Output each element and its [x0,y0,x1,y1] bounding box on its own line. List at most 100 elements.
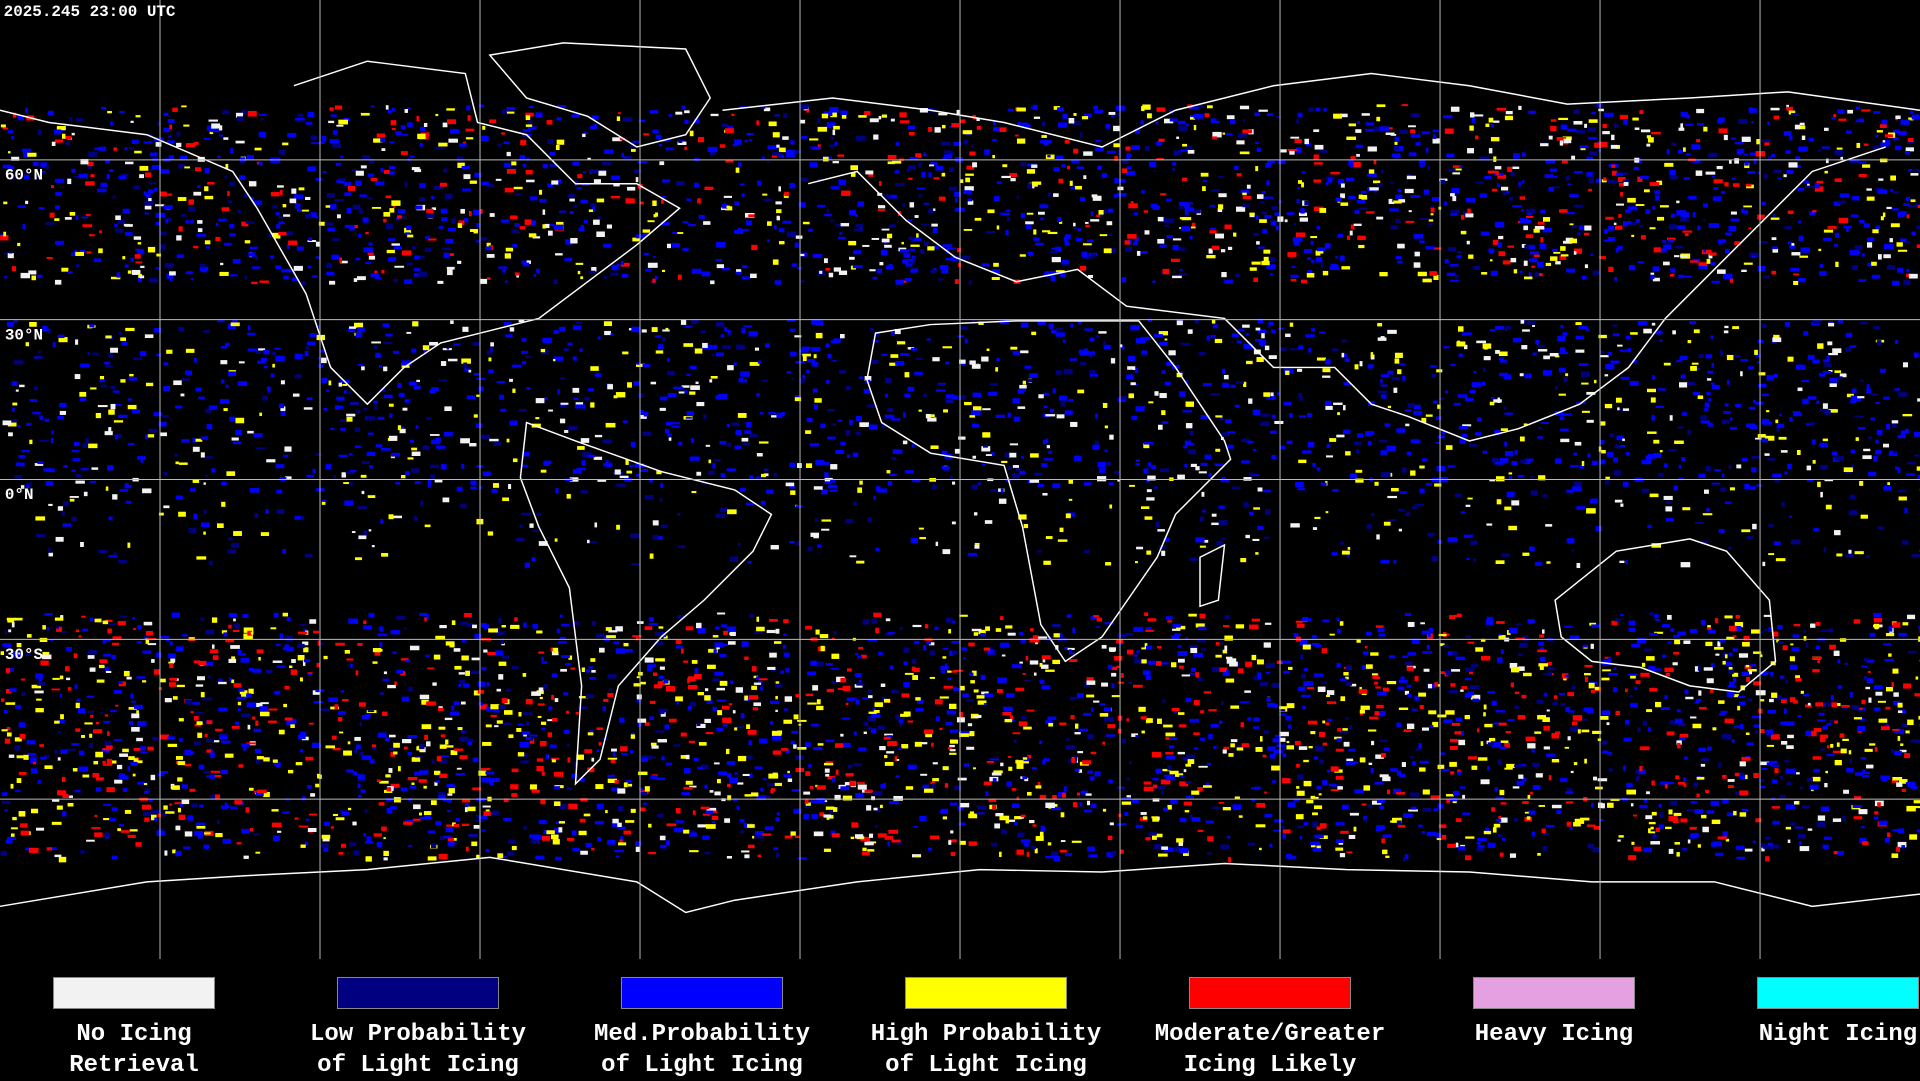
icing-pixel [1705,790,1709,793]
icing-pixel [270,255,274,258]
icing-pixel [44,329,49,331]
icing-pixel [1332,552,1338,555]
icing-pixel [803,222,810,224]
icing-pixel [522,338,527,341]
icing-pixel [283,276,288,280]
icing-pixel [1142,104,1150,109]
icing-pixel [1029,373,1038,378]
icing-pixel [982,408,990,410]
icing-pixel [1143,468,1148,473]
icing-pixel [1892,281,1899,286]
icing-pixel [480,279,487,284]
icing-pixel [381,553,388,557]
icing-pixel [233,259,241,264]
icing-pixel [1714,179,1723,183]
icing-pixel [381,448,391,451]
icing-pixel [1626,452,1629,456]
icing-pixel [1188,150,1195,154]
icing-pixel [416,425,419,428]
icing-pixel [796,505,803,507]
icing-pixel [783,221,792,224]
icing-pixel [1415,252,1420,257]
icing-pixel [1083,243,1092,245]
icing-pixel [1008,467,1013,471]
icing-pixel [504,723,512,726]
icing-pixel [972,456,976,459]
icing-pixel [1742,137,1751,142]
icing-pixel [361,366,365,370]
icing-pixel [4,276,7,278]
icing-pixel [383,212,390,217]
icing-pixel [178,164,185,168]
icing-pixel [1785,322,1790,327]
icing-pixel [1448,247,1456,252]
icing-pixel [915,215,919,218]
icing-pixel [1028,252,1034,256]
icing-pixel [135,254,141,258]
icing-pixel [1230,385,1235,388]
icing-pixel [1542,494,1547,497]
icing-pixel [1296,764,1300,768]
icing-pixel [519,524,522,527]
icing-pixel [98,550,107,553]
icing-pixel [1021,213,1025,218]
icing-pixel [1883,140,1886,143]
icing-pixel [466,105,470,110]
icing-pixel [885,415,895,419]
icing-pixel [1613,457,1618,462]
icing-pixel [125,264,129,267]
icing-pixel [115,215,121,220]
icing-pixel [1108,665,1112,669]
icing-pixel [985,520,992,524]
icing-pixel [1477,417,1481,421]
icing-pixel [1904,508,1907,513]
icing-pixel [1085,225,1089,228]
icing-pixel [972,485,978,490]
icing-pixel [1158,139,1164,142]
icing-pixel [1157,107,1166,111]
icing-pixel [868,174,873,177]
icing-pixel [88,650,97,654]
icing-pixel [1838,685,1843,688]
icing-pixel [695,348,703,353]
icing-pixel [357,779,365,781]
icing-pixel [412,452,421,456]
icing-pixel [636,234,645,238]
icing-pixel [870,328,874,331]
icing-pixel [882,229,890,231]
icing-pixel [841,191,850,196]
icing-pixel [350,402,359,404]
icing-pixel [820,462,829,465]
icing-pixel [837,154,844,156]
icing-pixel [859,481,862,485]
icing-pixel [1114,178,1118,183]
icing-pixel [1482,382,1485,386]
icing-pixel [510,215,517,219]
icing-pixel [1146,551,1151,555]
icing-pixel [1605,364,1614,369]
icing-pixel [162,415,169,418]
icing-pixel [812,147,820,150]
icing-pixel [364,247,374,252]
icing-pixel [1801,247,1810,252]
icing-pixel [377,134,385,138]
icing-pixel [1016,468,1021,470]
icing-pixel [541,657,544,661]
icing-pixel [638,161,648,163]
icing-pixel [1546,263,1551,266]
icing-pixel [879,116,882,119]
icing-pixel [448,359,458,362]
icing-pixel [1567,822,1571,827]
icing-pixel [1448,465,1456,467]
icing-pixel [526,124,532,126]
icing-pixel [1314,162,1323,164]
icing-pixel [1585,264,1588,268]
icing-pixel [1109,504,1112,508]
icing-pixel [1256,215,1259,220]
icing-pixel [1428,165,1430,170]
icing-pixel [128,443,134,445]
icing-pixel [1824,230,1833,233]
icing-pixel [1518,653,1523,656]
icing-pixel [1724,330,1729,333]
icing-pixel [1840,157,1843,160]
